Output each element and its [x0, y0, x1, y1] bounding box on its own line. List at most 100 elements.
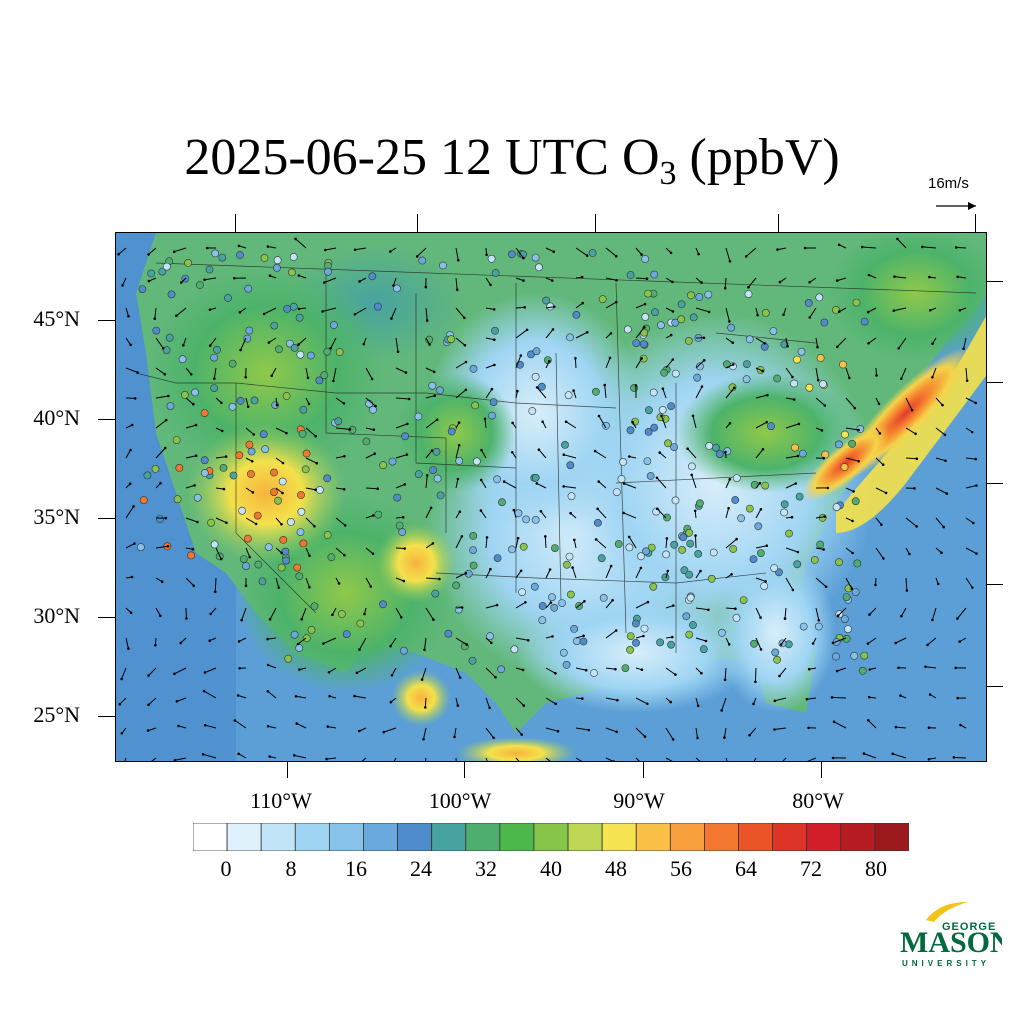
- wind-vector-head: [952, 756, 956, 759]
- station-marker: [680, 566, 689, 575]
- wind-vector: [332, 367, 337, 381]
- wind-vector-head: [786, 344, 789, 348]
- wind-vector-head: [900, 614, 903, 618]
- wind-vector-head: [159, 614, 162, 618]
- station-marker: [342, 630, 351, 638]
- wind-vector-head: [147, 279, 151, 283]
- wind-vector: [125, 637, 129, 649]
- wind-vector: [455, 536, 463, 549]
- wind-vector: [155, 447, 166, 459]
- station-marker: [534, 263, 543, 272]
- wind-vector-head: [252, 433, 256, 436]
- station-marker: [295, 644, 304, 652]
- wind-vector: [845, 577, 853, 590]
- station-marker: [599, 593, 608, 602]
- station-marker: [147, 269, 156, 278]
- station-marker: [588, 249, 597, 257]
- wind-vector: [185, 455, 197, 459]
- station-marker: [299, 539, 308, 548]
- wind-vector: [301, 607, 307, 620]
- colorbar-swatch: [499, 823, 535, 851]
- station-marker: [644, 289, 652, 298]
- station-marker: [566, 590, 575, 599]
- wind-vector-head: [959, 723, 962, 727]
- top-tick: [975, 214, 976, 232]
- wind-vector-head: [213, 590, 217, 594]
- station-marker: [191, 388, 199, 397]
- wind-vector-head: [878, 432, 882, 435]
- station-marker: [436, 491, 445, 500]
- colorbar-swatch: [669, 823, 705, 851]
- wind-vector: [785, 455, 798, 459]
- wind-vector-head: [962, 347, 965, 351]
- wind-vector-head: [194, 423, 198, 427]
- wind-vector-head: [129, 343, 132, 347]
- wind-vector: [485, 757, 488, 761]
- wind-vector-head: [201, 753, 205, 756]
- station-marker: [732, 474, 741, 482]
- wind-vector: [837, 607, 847, 617]
- wind-vector-head: [631, 420, 634, 424]
- wind-vector-head: [422, 737, 425, 741]
- wind-vector-head: [297, 274, 301, 277]
- wind-vector-head: [893, 275, 896, 278]
- station-marker: [299, 405, 308, 414]
- wind-vector: [205, 724, 217, 729]
- wind-vector-head: [431, 542, 435, 545]
- wind-vector: [815, 337, 818, 348]
- wind-vector-head: [866, 719, 870, 722]
- station-marker: [750, 480, 759, 489]
- station-marker: [323, 531, 332, 539]
- wind-vector-head: [266, 663, 270, 667]
- wind-vector-head: [300, 618, 303, 621]
- wind-vector-head: [584, 668, 588, 672]
- wind-vector-head: [797, 422, 801, 426]
- wind-vector: [204, 667, 217, 673]
- wind-vector: [957, 276, 967, 279]
- wind-vector: [721, 697, 727, 711]
- wind-vector: [365, 577, 372, 587]
- wind-vector: [174, 247, 187, 253]
- station-marker: [399, 646, 408, 655]
- wind-vector: [275, 457, 284, 464]
- station-marker: [485, 632, 494, 641]
- station-marker: [498, 498, 506, 507]
- station-marker: [745, 335, 754, 344]
- wind-vector: [245, 517, 257, 525]
- wind-vector: [662, 388, 667, 399]
- wind-vector-head: [831, 641, 835, 645]
- colorbar-swatch: [601, 823, 637, 851]
- ozone-field: [116, 233, 986, 761]
- wind-vector: [623, 512, 637, 519]
- wind-vector-head: [836, 614, 840, 617]
- wind-vector-head: [390, 674, 394, 677]
- station-marker: [704, 290, 713, 299]
- wind-vector: [573, 539, 577, 549]
- station-marker: [414, 470, 423, 479]
- wind-vector-head: [697, 252, 700, 256]
- wind-vector-head: [731, 341, 734, 344]
- station-marker: [860, 651, 869, 660]
- wind-vector: [779, 667, 787, 677]
- wind-vector-head: [671, 280, 674, 284]
- top-tick: [778, 214, 779, 232]
- wind-vector: [121, 667, 127, 680]
- wind-vector: [484, 418, 487, 429]
- wind-vector: [845, 457, 859, 462]
- wind-vector: [425, 542, 434, 549]
- wind-vector-head: [326, 725, 330, 728]
- wind-vector-head: [248, 555, 251, 559]
- station-marker: [639, 354, 648, 363]
- wind-vector-head: [645, 277, 649, 280]
- wind-vector: [695, 607, 709, 611]
- right-tick: [987, 584, 1003, 585]
- wind-vector-head: [609, 332, 613, 335]
- wind-vector-head: [958, 640, 961, 643]
- wind-vector: [425, 607, 434, 620]
- station-marker: [374, 510, 383, 519]
- wind-vector-head: [956, 617, 959, 620]
- bottom-tick: [821, 762, 822, 778]
- wind-vector: [425, 450, 433, 459]
- station-marker: [780, 500, 789, 509]
- station-marker: [662, 550, 670, 559]
